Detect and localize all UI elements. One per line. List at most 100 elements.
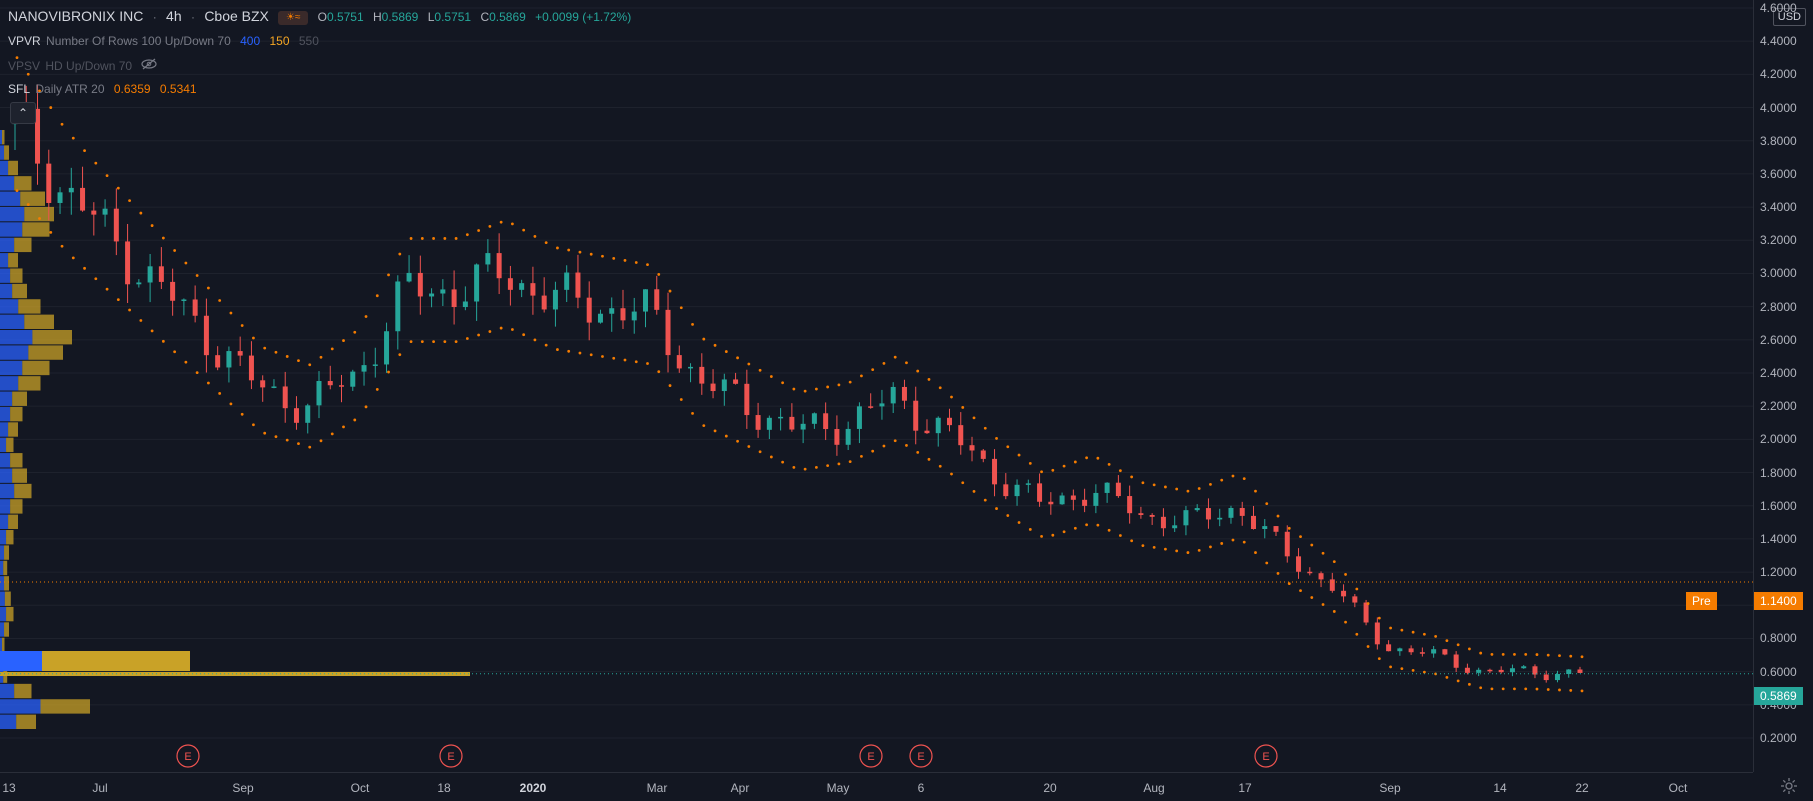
candle-body	[1577, 669, 1583, 673]
sfl-dot-lower	[195, 371, 199, 374]
price-axis[interactable]: USD 4.6000 4.4000 4.2000 4.0000 3.8000 3.6000…	[1686, 0, 1813, 772]
sfl-dot-lower	[1355, 632, 1359, 636]
sfl-dot-lower	[1209, 545, 1212, 549]
indicator-sfl[interactable]: SFL Daily ATR 20 0.6359 0.5341	[8, 82, 203, 96]
eye-hidden-icon[interactable]	[141, 58, 158, 73]
currency-button[interactable]: USD	[1772, 8, 1806, 26]
sfl-dot-upper	[972, 416, 976, 420]
sfl-dot-upper	[454, 237, 458, 240]
time-tick: Sep	[232, 781, 254, 795]
sfl-dot-lower	[285, 438, 289, 442]
sfl-dot-lower	[38, 217, 41, 220]
volume-profile-down-bar	[20, 191, 45, 206]
sfl-dot-lower	[1456, 679, 1460, 683]
sfl-dot-upper	[1299, 535, 1302, 539]
sfl-dot-upper	[229, 311, 233, 315]
candle-body	[733, 379, 739, 384]
volume-profile-down-bar	[4, 622, 9, 637]
candle-body	[429, 293, 435, 297]
sfl-dot-lower	[60, 244, 64, 248]
candle-body	[755, 415, 761, 430]
candle-body	[1217, 517, 1223, 520]
sfl-dot-upper	[556, 246, 559, 250]
price-tick: 1.4000	[1760, 531, 1797, 546]
candle-body	[1160, 516, 1166, 529]
last-price: 0.5869	[1760, 689, 1797, 703]
indicator-vpsv[interactable]: VPSV HD Up/Down 70	[8, 58, 163, 73]
indicator-vpsv-params: HD Up/Down 70	[45, 59, 133, 73]
volume-profile-up-bar	[0, 283, 13, 299]
volume-profile-up-bar	[0, 360, 23, 376]
candle-body	[1048, 501, 1054, 505]
sfl-dot-lower	[387, 370, 390, 374]
sfl-dot-lower	[578, 351, 582, 355]
indicator-vpvr[interactable]: VPVR Number Of Rows 100 Up/Down 70 400 1…	[8, 34, 325, 48]
candle-body	[643, 289, 649, 312]
sfl-dot-lower	[1434, 672, 1438, 676]
candle-body	[1442, 649, 1448, 655]
sfl-dot-lower	[668, 384, 672, 387]
sfl-dot-upper	[297, 359, 300, 363]
candle-body	[586, 297, 592, 323]
candle-body	[541, 295, 547, 310]
candle-body	[1521, 666, 1527, 669]
market-status-icon[interactable]: ☀≈	[278, 10, 309, 25]
sfl-dot-lower	[860, 454, 863, 458]
sfl-dot-upper	[1073, 460, 1077, 464]
candle-body	[1498, 669, 1504, 673]
symbol-name[interactable]: NANOVIBRONIX INC	[8, 8, 144, 24]
sfl-dot-upper	[218, 299, 222, 302]
candle-body	[778, 416, 784, 419]
sfl-dot-upper	[1411, 630, 1415, 634]
candle-body	[395, 281, 401, 332]
sfl-dot-upper	[1186, 489, 1190, 493]
candle-body	[68, 187, 74, 193]
sfl-dot-lower	[544, 343, 548, 347]
sfl-dot-lower	[646, 362, 649, 365]
sfl-dot-lower	[1107, 528, 1111, 532]
sfl-dot-lower	[218, 392, 222, 395]
indicator-vpvr-v3: 550	[298, 34, 319, 48]
symbol-interval[interactable]: 4h	[166, 8, 182, 24]
sfl-dot-upper	[1535, 653, 1539, 656]
candle-body	[1509, 668, 1515, 673]
price-tick: 2.6000	[1760, 332, 1797, 347]
candle-body	[530, 283, 536, 296]
sfl-dot-lower	[83, 266, 86, 270]
sfl-dot-lower	[961, 481, 965, 485]
settings-icon[interactable]	[1780, 777, 1800, 797]
earnings-marker-icon	[859, 744, 883, 768]
sfl-dot-upper	[646, 263, 649, 266]
candle-body	[372, 364, 378, 366]
sfl-dot-upper	[657, 273, 661, 276]
sfl-dot-lower	[589, 353, 593, 357]
candle-body	[1025, 483, 1031, 485]
volume-profile-down-bar	[10, 499, 23, 514]
time-tick: Oct	[1668, 781, 1688, 795]
sfl-dot-upper	[1096, 456, 1100, 460]
candle-body	[564, 272, 570, 290]
candle-body	[935, 417, 941, 434]
sfl-dot-lower	[612, 356, 616, 360]
time-tick: 22	[1575, 781, 1589, 795]
volume-profile-poc-down	[42, 651, 190, 671]
sfl-dot-lower	[1141, 544, 1145, 548]
collapse-legend-button[interactable]: ⌃	[10, 102, 36, 124]
sfl-dot-lower	[1242, 540, 1246, 544]
price-tick: 0.2000	[1760, 731, 1797, 745]
time-tick: Oct	[350, 781, 370, 795]
candle-body	[789, 416, 795, 430]
price-tick: 3.0000	[1760, 266, 1797, 281]
ohlc-h: 0.5869	[381, 10, 419, 24]
sfl-dot-upper	[15, 56, 19, 60]
sfl-dot-lower	[1524, 687, 1528, 691]
symbol-exchange[interactable]: Cboe BZX	[204, 8, 269, 24]
indicator-sfl-v2: 0.5341	[159, 82, 197, 96]
volume-profile-up-bar	[0, 637, 3, 653]
volume-profile-down-bar	[12, 468, 27, 483]
sfl-dot-upper	[567, 248, 571, 252]
time-axis[interactable]: 13 Jul Sep Oct 18 2020 Mar Apr May 6 20 Aug 17 Sep 14 2…	[0, 772, 1797, 801]
earnings-marker-label: E	[184, 751, 191, 763]
